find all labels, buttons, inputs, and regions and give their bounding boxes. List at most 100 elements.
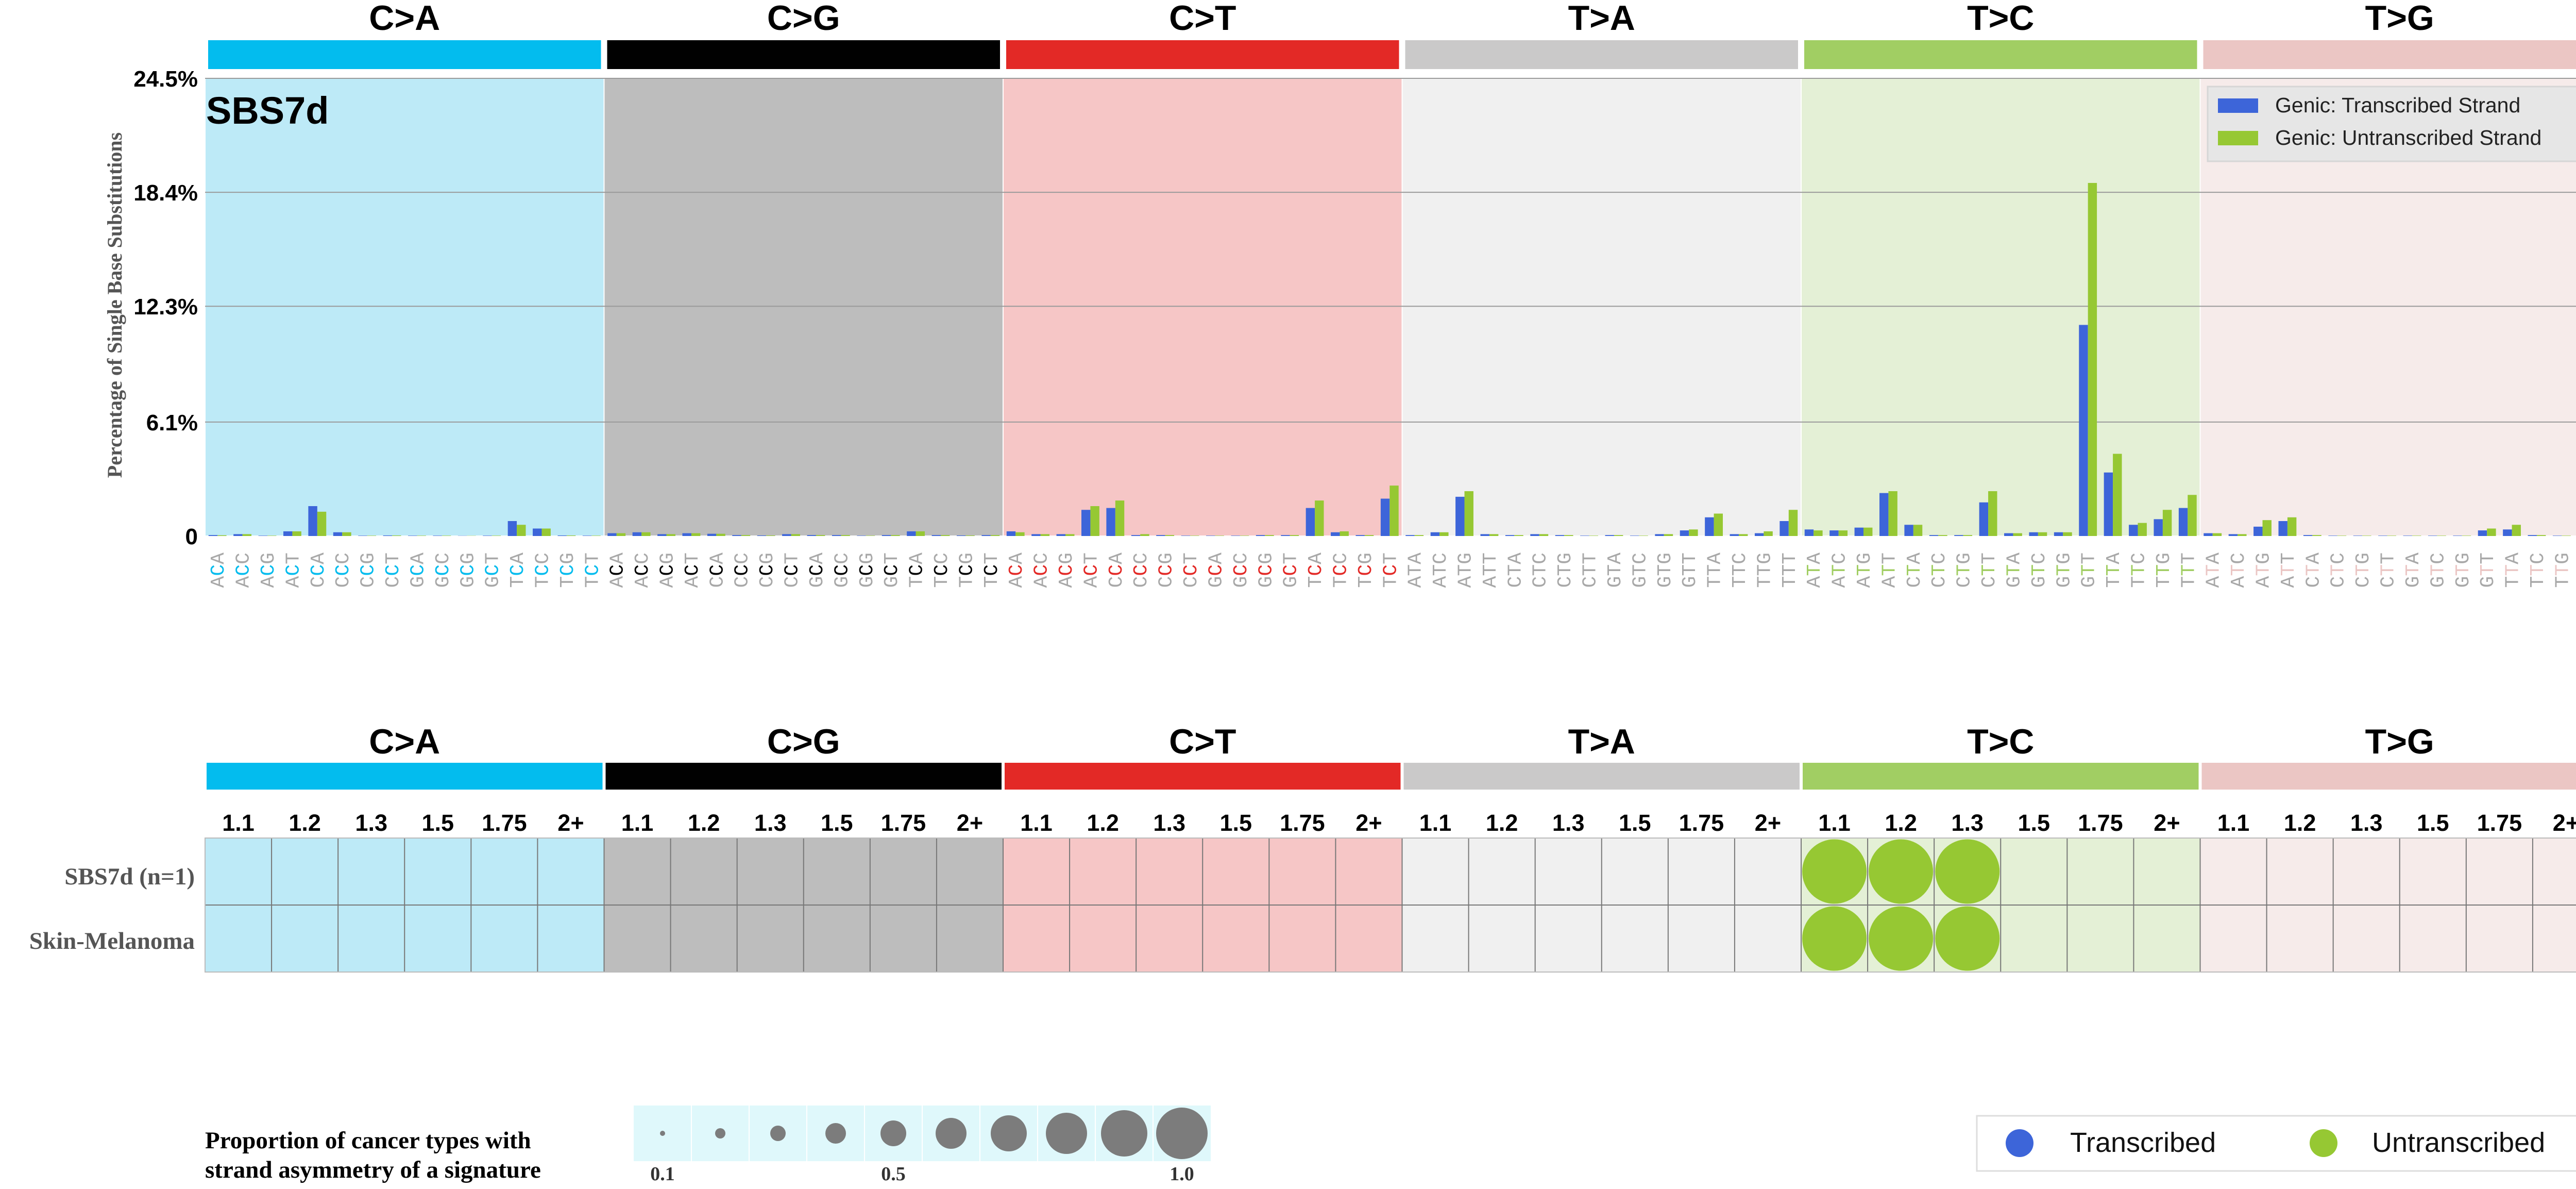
x-tick-label: GCC xyxy=(432,552,454,588)
y-tick-label: 12.3% xyxy=(133,294,198,320)
bar-untranscribed xyxy=(1115,500,1125,536)
column-label: 2+ xyxy=(2154,810,2180,836)
group-header-label: T>A xyxy=(1568,722,1635,761)
x-tick-label: ATA xyxy=(1804,552,1826,588)
column-label: 1.5 xyxy=(2417,810,2449,836)
x-tick-label: TCG xyxy=(557,552,579,588)
column-label: 1.1 xyxy=(621,810,654,836)
group-panel xyxy=(205,78,605,537)
bar-untranscribed xyxy=(1639,535,1648,536)
bar-transcribed xyxy=(1355,535,1365,536)
bar-untranscribed xyxy=(965,535,975,536)
x-tick-label: CCG xyxy=(756,552,778,588)
x-tick-label: CTT xyxy=(1978,552,2001,588)
bar-untranscribed xyxy=(1913,525,1923,536)
bar-untranscribed xyxy=(1315,500,1324,536)
bar-transcribed xyxy=(358,535,367,536)
bar-transcribed xyxy=(1979,502,1989,536)
x-tick-label: GCT xyxy=(482,552,504,588)
bar-untranscribed xyxy=(1215,535,1224,536)
x-tick-label: GCA xyxy=(1205,552,1227,588)
bar-transcribed xyxy=(1106,508,1115,536)
bar-untranscribed xyxy=(1788,510,1798,536)
bar-transcribed xyxy=(2204,533,2213,536)
bar-untranscribed xyxy=(891,535,900,536)
group-header-bar xyxy=(607,40,1000,69)
bar-transcribed xyxy=(956,535,966,536)
bar-untranscribed xyxy=(1439,532,1449,536)
x-tick-label: GTG xyxy=(1654,552,1676,588)
bar-transcribed xyxy=(981,535,991,536)
column-label: 1.75 xyxy=(1280,810,1325,836)
y-tick-label: 0 xyxy=(185,524,198,549)
size-legend-dot xyxy=(825,1123,846,1144)
x-tick-label: ACG xyxy=(258,552,280,588)
column-label: 1.75 xyxy=(2078,810,2123,836)
x-tick-label: ATG xyxy=(1455,552,1477,588)
bar-transcribed xyxy=(2503,529,2512,536)
size-legend-dot xyxy=(660,1131,665,1136)
bar-transcribed xyxy=(1780,521,1789,536)
bubbles xyxy=(1802,839,2000,971)
size-legend: 0.1 0.5 1.0 xyxy=(634,1106,1211,1185)
column-label: 1.75 xyxy=(2477,810,2522,836)
bar-untranscribed xyxy=(1863,527,1873,536)
size-legend-dot xyxy=(1046,1113,1087,1154)
x-tick-label: TTC xyxy=(2128,552,2150,588)
x-tick-label: GCG xyxy=(856,552,878,588)
bar-transcribed xyxy=(1455,496,1465,536)
group-header-label: T>G xyxy=(2365,722,2434,761)
bar-transcribed xyxy=(2403,535,2412,536)
bar-transcribed xyxy=(208,535,218,536)
group-panel xyxy=(1003,78,1403,537)
group-header-label: C>G xyxy=(767,0,840,38)
x-tick-label: CCT xyxy=(1180,552,1202,588)
column-label: 1.3 xyxy=(754,810,787,836)
bar-transcribed xyxy=(931,535,941,536)
bar-transcribed xyxy=(1405,535,1415,536)
bar-untranscribed xyxy=(392,535,401,536)
bar-untranscribed xyxy=(317,511,327,536)
bar-untranscribed xyxy=(2212,533,2222,536)
x-tick-label: ACT xyxy=(682,552,704,588)
column-label: 1.2 xyxy=(1885,810,1917,836)
column-label: 1.75 xyxy=(482,810,527,836)
group-header-bar xyxy=(1403,763,1800,790)
bar-transcribed xyxy=(557,535,567,536)
bar-untranscribed xyxy=(2238,534,2247,536)
column-label: 1.1 xyxy=(2217,810,2250,836)
x-tick-label: TCA xyxy=(1305,552,1327,588)
gridlines xyxy=(205,78,2576,423)
bar-untranscribed xyxy=(1040,534,1050,536)
group-header-bar xyxy=(1006,40,1399,69)
column-label: 1.1 xyxy=(1020,810,1053,836)
x-tick-label: ACC xyxy=(233,552,255,588)
x-tick-label: TTG xyxy=(2153,552,2175,588)
x-tick-label: CCA xyxy=(706,552,728,588)
bar-untranscribed xyxy=(1240,535,1249,536)
column-label: 1.3 xyxy=(355,810,387,836)
bar-transcribed xyxy=(1655,534,1664,536)
bubble-untranscribed xyxy=(1869,839,1934,904)
bar-transcribed xyxy=(1555,535,1565,536)
size-legend-label: 1.0 xyxy=(1170,1163,1194,1185)
y-axis: 0 6.1% 12.3% 18.4% 24.5% xyxy=(133,66,198,549)
bar-untranscribed xyxy=(1290,535,1299,536)
x-tick-label: ATC xyxy=(1430,552,1452,588)
x-tick-label: CCA xyxy=(308,552,330,588)
bar-untranscribed xyxy=(1838,530,1848,536)
bar-untranscribed xyxy=(2362,535,2371,536)
bar-untranscribed xyxy=(1764,531,1773,536)
strand-legend-label-untranscribed: Untranscribed xyxy=(2372,1127,2545,1158)
bar-transcribed xyxy=(1181,535,1191,536)
x-tick-label: CTA xyxy=(2302,552,2325,588)
column-label: 2+ xyxy=(957,810,983,836)
bar-untranscribed xyxy=(242,534,252,536)
x-tick-label: GTA xyxy=(2402,552,2425,588)
bar-untranscribed xyxy=(1564,535,1573,536)
group-header-label: C>T xyxy=(1169,722,1236,761)
bar-untranscribed xyxy=(2512,525,2521,536)
x-tick-label: CTA xyxy=(1904,552,1926,588)
x-tick-label: GCC xyxy=(1230,552,1252,588)
bar-untranscribed xyxy=(1539,534,1549,536)
